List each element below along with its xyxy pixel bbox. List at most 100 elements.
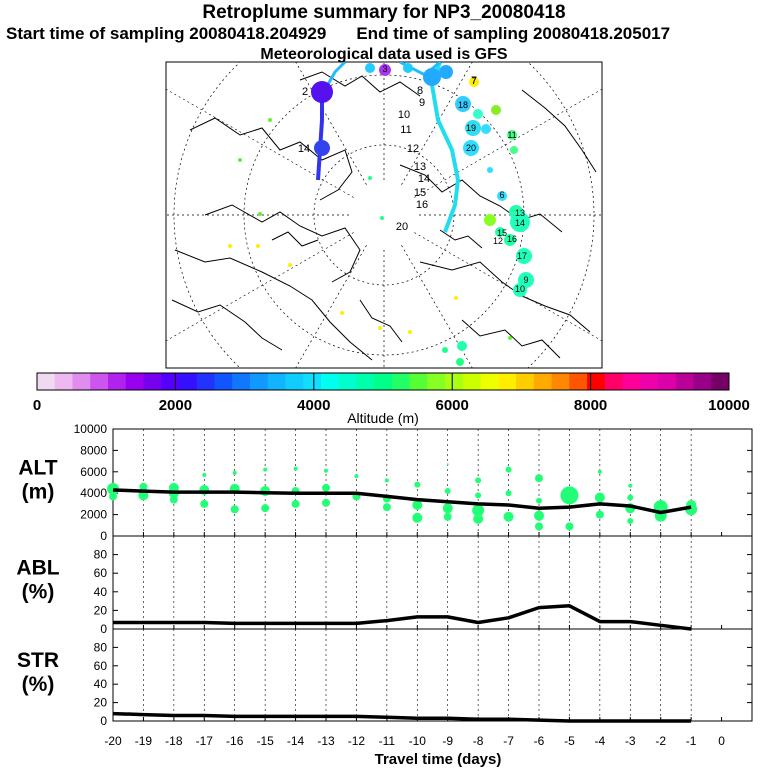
y-tick-label: 8000	[80, 443, 107, 457]
x-tick-label: -7	[503, 734, 514, 748]
trajectory-marker	[465, 120, 481, 136]
colorbar-swatch	[320, 373, 340, 390]
alt-point	[443, 512, 452, 521]
cluster-label: 16	[507, 234, 517, 244]
colorbar-swatch	[285, 373, 304, 390]
trajectory-marker	[340, 311, 344, 315]
meridian-line	[401, 62, 473, 185]
alt-point	[535, 474, 543, 483]
x-tick-label: 0	[718, 734, 725, 748]
series-line-abl	[113, 604, 692, 631]
series-line-alt	[112, 488, 692, 515]
y-tick-label: 0	[100, 622, 107, 636]
alt-point	[442, 503, 453, 514]
trajectory-marker	[510, 146, 518, 154]
trajectory-marker	[380, 216, 384, 220]
x-tick-label: -15	[256, 734, 274, 748]
coastline	[299, 71, 421, 97]
trajectory-blue-line	[316, 95, 324, 181]
coastline	[171, 299, 283, 351]
trajectory-label: 12	[407, 143, 419, 155]
cluster-label: 20	[466, 143, 476, 153]
meridian-line	[295, 62, 367, 185]
cluster-label: 3	[382, 64, 387, 74]
alt-point	[109, 492, 117, 501]
colorbar-tick-label: 2000	[159, 397, 192, 414]
panel-ylabel: ABL	[16, 557, 59, 580]
trajectory-marker	[455, 96, 471, 112]
alt-point	[473, 513, 484, 524]
x-tick-label: -5	[564, 734, 575, 748]
alt-point	[293, 466, 298, 471]
trajectory-marker	[507, 130, 517, 140]
colorbar-swatch	[427, 373, 446, 390]
trajectory-label: 7	[471, 75, 477, 87]
x-tick-label: -17	[196, 734, 214, 748]
x-tick-label: -14	[287, 734, 305, 748]
trajectory-marker	[311, 81, 333, 103]
alt-point	[324, 468, 328, 473]
x-tick-label: -12	[348, 734, 366, 748]
trajectory-marker	[504, 234, 516, 246]
colorbar-swatch	[232, 373, 251, 390]
alt-point	[560, 486, 579, 505]
y-tick-label: 0	[100, 714, 107, 728]
cluster-label: 7	[471, 76, 476, 86]
cluster-label: 12	[493, 236, 503, 246]
trajectory-marker	[469, 77, 479, 87]
alt-point	[230, 505, 239, 514]
trajectory-marker	[513, 283, 527, 297]
cluster-label: 10	[515, 284, 525, 294]
trajectory-marker	[481, 124, 491, 134]
trajectory-label: 13	[414, 161, 426, 173]
x-tick-label: -2	[655, 734, 666, 748]
trajectory-marker	[473, 109, 483, 119]
alt-point	[534, 510, 544, 521]
colorbar-swatch	[178, 373, 198, 390]
y-tick-label: 6000	[80, 465, 107, 479]
trajectory-marker	[256, 244, 260, 248]
colorbar-swatch	[498, 373, 517, 390]
alt-point	[628, 483, 633, 488]
colorbar-tick-label: 0	[33, 397, 41, 414]
x-tick-label: -18	[165, 734, 183, 748]
panel-ylabel: ALT	[18, 457, 57, 480]
cluster-label: 18	[458, 100, 468, 110]
cluster-label: 6	[499, 190, 504, 200]
coastline	[359, 299, 403, 343]
alt-point	[475, 477, 482, 484]
meridian-line	[166, 232, 354, 342]
panel-ylabel: STR	[17, 649, 59, 672]
start-time-label: Start time of sampling 20080418.204929	[6, 24, 327, 43]
trajectory-marker	[439, 65, 453, 79]
alt-point	[505, 466, 512, 473]
meridian-line	[295, 245, 367, 368]
panel-ylabel: (%)	[22, 673, 55, 696]
y-tick-label: 10000	[74, 422, 108, 436]
panel-frame-str	[112, 628, 753, 722]
trajectory-marker	[491, 105, 501, 115]
alt-point	[322, 483, 330, 492]
y-tick-label: 80	[94, 548, 108, 562]
panel-ylabel: (m)	[22, 481, 55, 504]
trajectory-marker	[368, 176, 372, 180]
colorbar-swatch	[587, 373, 606, 390]
cluster-label: 19	[466, 123, 476, 133]
trajectory-label: 2	[302, 86, 308, 98]
x-tick-label: -3	[625, 734, 636, 748]
x-tick-label: -13	[317, 734, 335, 748]
colorbar-swatch	[54, 373, 73, 390]
trajectory-marker	[238, 158, 242, 162]
colorbar-swatch	[356, 373, 375, 390]
cluster-label: 13	[515, 208, 525, 218]
meridian-line	[414, 88, 602, 198]
colorbar-swatch	[569, 373, 588, 390]
end-time-label: End time of sampling 20080418.205017	[356, 24, 671, 43]
x-tick-label: -6	[534, 734, 545, 748]
coastline	[439, 229, 483, 249]
colorbar-swatch	[143, 373, 162, 390]
colorbar-swatch	[462, 373, 482, 390]
trajectory-label: 8	[417, 85, 423, 97]
coastline	[419, 261, 591, 333]
